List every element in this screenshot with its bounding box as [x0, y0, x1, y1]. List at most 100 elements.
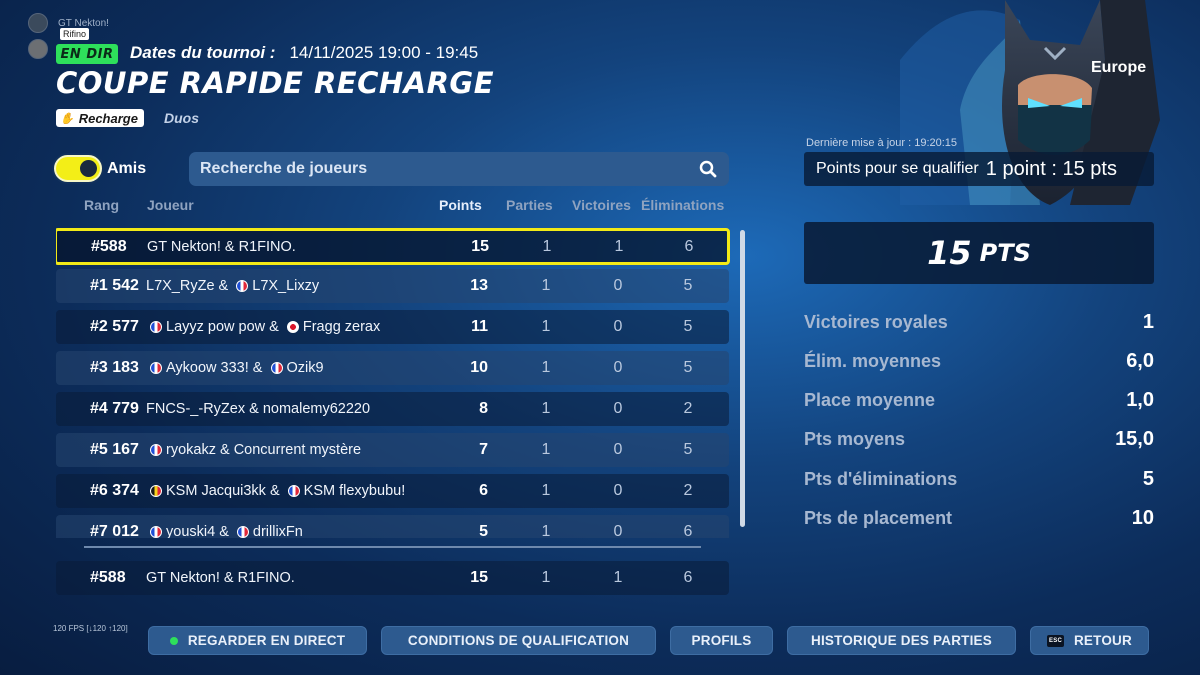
player-name: drillixFn — [252, 524, 303, 538]
stat-value: 5 — [1142, 467, 1154, 490]
players-cell: KSM Jacqui3kk & KSM flexybubu! — [146, 474, 405, 508]
elims-cell: 6 — [683, 569, 693, 586]
players-cell: FNCS-_-RyZex & nomalemy62220 — [146, 392, 370, 426]
back-button[interactable]: ESC RETOUR — [1030, 626, 1149, 655]
party-list: GT Nekton! — [28, 12, 109, 64]
player-name: KSM Jacqui3kk — [166, 483, 266, 499]
player-separator: & — [215, 524, 233, 538]
points-cell: 6 — [479, 482, 488, 499]
stat-row: Élim. moyennes 6,0 — [804, 349, 1154, 373]
player-separator: & — [215, 442, 234, 458]
games-cell: 1 — [541, 277, 551, 294]
profiles-button[interactable]: PROFILS — [670, 626, 773, 655]
points-cell: 5 — [479, 523, 488, 538]
match-history-button[interactable]: HISTORIQUE DES PARTIES — [787, 626, 1016, 655]
player-name: R1FINO. — [238, 238, 296, 255]
stat-value: 1 — [1142, 310, 1154, 333]
flag-fr-icon — [150, 444, 162, 456]
player-separator: & — [245, 401, 263, 417]
points-cell: 10 — [470, 359, 488, 376]
points-cell: 7 — [479, 441, 488, 458]
elims-cell: 2 — [683, 400, 693, 417]
live-badge: EN DIR — [56, 44, 118, 64]
qualify-box: Points pour se qualifier 1 point : 15 pt… — [804, 152, 1154, 186]
leaderboard-row[interactable]: #5 167 ryokakz & Concurrent mystère 7 1 0 5 — [56, 433, 729, 467]
party-member[interactable]: GT Nekton! — [28, 12, 109, 34]
flag-jp-icon — [286, 321, 299, 333]
rank-cell: #5 167 — [90, 441, 139, 458]
stat-row: Pts d'éliminations 5 — [804, 467, 1154, 491]
games-cell: 1 — [541, 441, 551, 458]
scrollbar[interactable] — [740, 230, 745, 527]
wins-cell: 0 — [613, 359, 623, 376]
games-cell: 1 — [541, 400, 551, 417]
wins-cell: 0 — [613, 482, 623, 499]
stat-value: 1,0 — [1126, 388, 1154, 411]
rank-cell: #588 — [90, 569, 126, 586]
players-cell: Layyz pow pow & Fragg zerax — [146, 310, 380, 344]
players-cell: Aykoow 333! & Ozik9 — [146, 351, 324, 385]
leaderboard-row[interactable]: #4 779 FNCS-_-RyZex & nomalemy62220 8 1 0 2 — [56, 392, 729, 426]
flag-fr-icon — [287, 485, 300, 497]
column-elims[interactable]: Éliminations — [641, 197, 725, 213]
column-points[interactable]: Points — [439, 197, 482, 213]
party-member-tag: Rifino — [60, 28, 90, 40]
players-cell: L7X_RyZe & L7X_Lixzy — [146, 269, 319, 303]
flag-fr-icon — [150, 362, 162, 374]
player-separator: & — [248, 360, 267, 376]
hand-icon: ✋ — [60, 112, 74, 125]
player-name: Ozik9 — [286, 360, 324, 376]
stat-label: Élim. moyennes — [804, 350, 942, 371]
friends-toggle[interactable] — [54, 155, 102, 182]
leaderboard-row[interactable]: #6 374 KSM Jacqui3kk & KSM flexybubu! 6 1 0 2 — [56, 474, 729, 508]
player-separator: & — [220, 238, 239, 255]
leaderboard-row[interactable]: #2 577 Layyz pow pow & Fragg zerax 11 1 0 5 — [56, 310, 729, 344]
leaderboard-row[interactable]: #1 542 L7X_RyZe & L7X_Lixzy 13 1 0 5 — [56, 269, 729, 303]
player-name: L7X_RyZe — [146, 278, 215, 294]
elims-cell: 6 — [684, 237, 694, 255]
wins-cell: 0 — [613, 277, 623, 294]
qualification-button[interactable]: CONDITIONS DE QUALIFICATION — [381, 626, 656, 655]
player-separator: & — [265, 319, 283, 335]
search-input[interactable] — [200, 160, 680, 178]
games-cell: 1 — [541, 359, 551, 376]
avatar — [28, 13, 48, 33]
watch-live-button[interactable]: REGARDER EN DIRECT — [148, 626, 367, 655]
rank-cell: #4 779 — [90, 400, 139, 417]
dates-label: Dates du tournoi : — [130, 43, 276, 62]
games-cell: 1 — [541, 318, 551, 335]
stat-row: Pts moyens 15,0 — [804, 427, 1154, 451]
party-member[interactable] — [28, 38, 109, 60]
wins-cell: 0 — [613, 441, 623, 458]
points-cell: 13 — [470, 277, 488, 294]
elims-cell: 5 — [683, 277, 693, 294]
wins-cell: 0 — [613, 400, 623, 417]
flag-fr-icon — [150, 321, 162, 333]
points-cell: 15 — [471, 237, 489, 255]
leaderboard-row[interactable]: #7 012 youski4 & drillixFn 5 1 0 6 — [56, 515, 729, 538]
leaderboard-row-highlighted[interactable]: #588 GT Nekton! & R1FINO. 15 1 1 6 — [56, 228, 730, 265]
qualify-value: 1 point : 15 pts — [985, 157, 1117, 180]
stat-label: Pts d'éliminations — [804, 468, 958, 489]
search-icon[interactable] — [699, 160, 717, 178]
leaderboard-list[interactable]: #588 GT Nekton! & R1FINO. 15 1 1 6 #1 542 L7X_R… — [56, 228, 736, 538]
wins-cell: 1 — [613, 569, 623, 586]
toggle-knob — [80, 160, 97, 177]
player-search[interactable] — [189, 152, 729, 186]
button-label: REGARDER EN DIRECT — [187, 633, 346, 648]
region-label: Europe — [1091, 59, 1147, 76]
leaderboard-row[interactable]: #3 183 Aykoow 333! & Ozik9 10 1 0 5 — [56, 351, 729, 385]
button-label: PROFILS — [691, 633, 752, 648]
players-cell: youski4 & drillixFn — [146, 515, 303, 538]
stat-label: Pts de placement — [804, 507, 953, 528]
score-value: 15 — [927, 234, 972, 272]
player-name: Layyz pow pow — [166, 319, 266, 335]
column-wins[interactable]: Victoires — [572, 197, 631, 213]
stat-label: Pts moyens — [804, 428, 906, 449]
column-games[interactable]: Parties — [506, 197, 553, 213]
wins-cell: 1 — [614, 237, 624, 255]
button-label: RETOUR — [1073, 633, 1132, 648]
column-rank: Rang — [84, 197, 119, 213]
my-rank-row[interactable]: #588 GT Nekton! & R1FINO. 15 1 1 6 — [56, 561, 729, 595]
stat-row: Pts de placement 10 — [804, 506, 1154, 530]
